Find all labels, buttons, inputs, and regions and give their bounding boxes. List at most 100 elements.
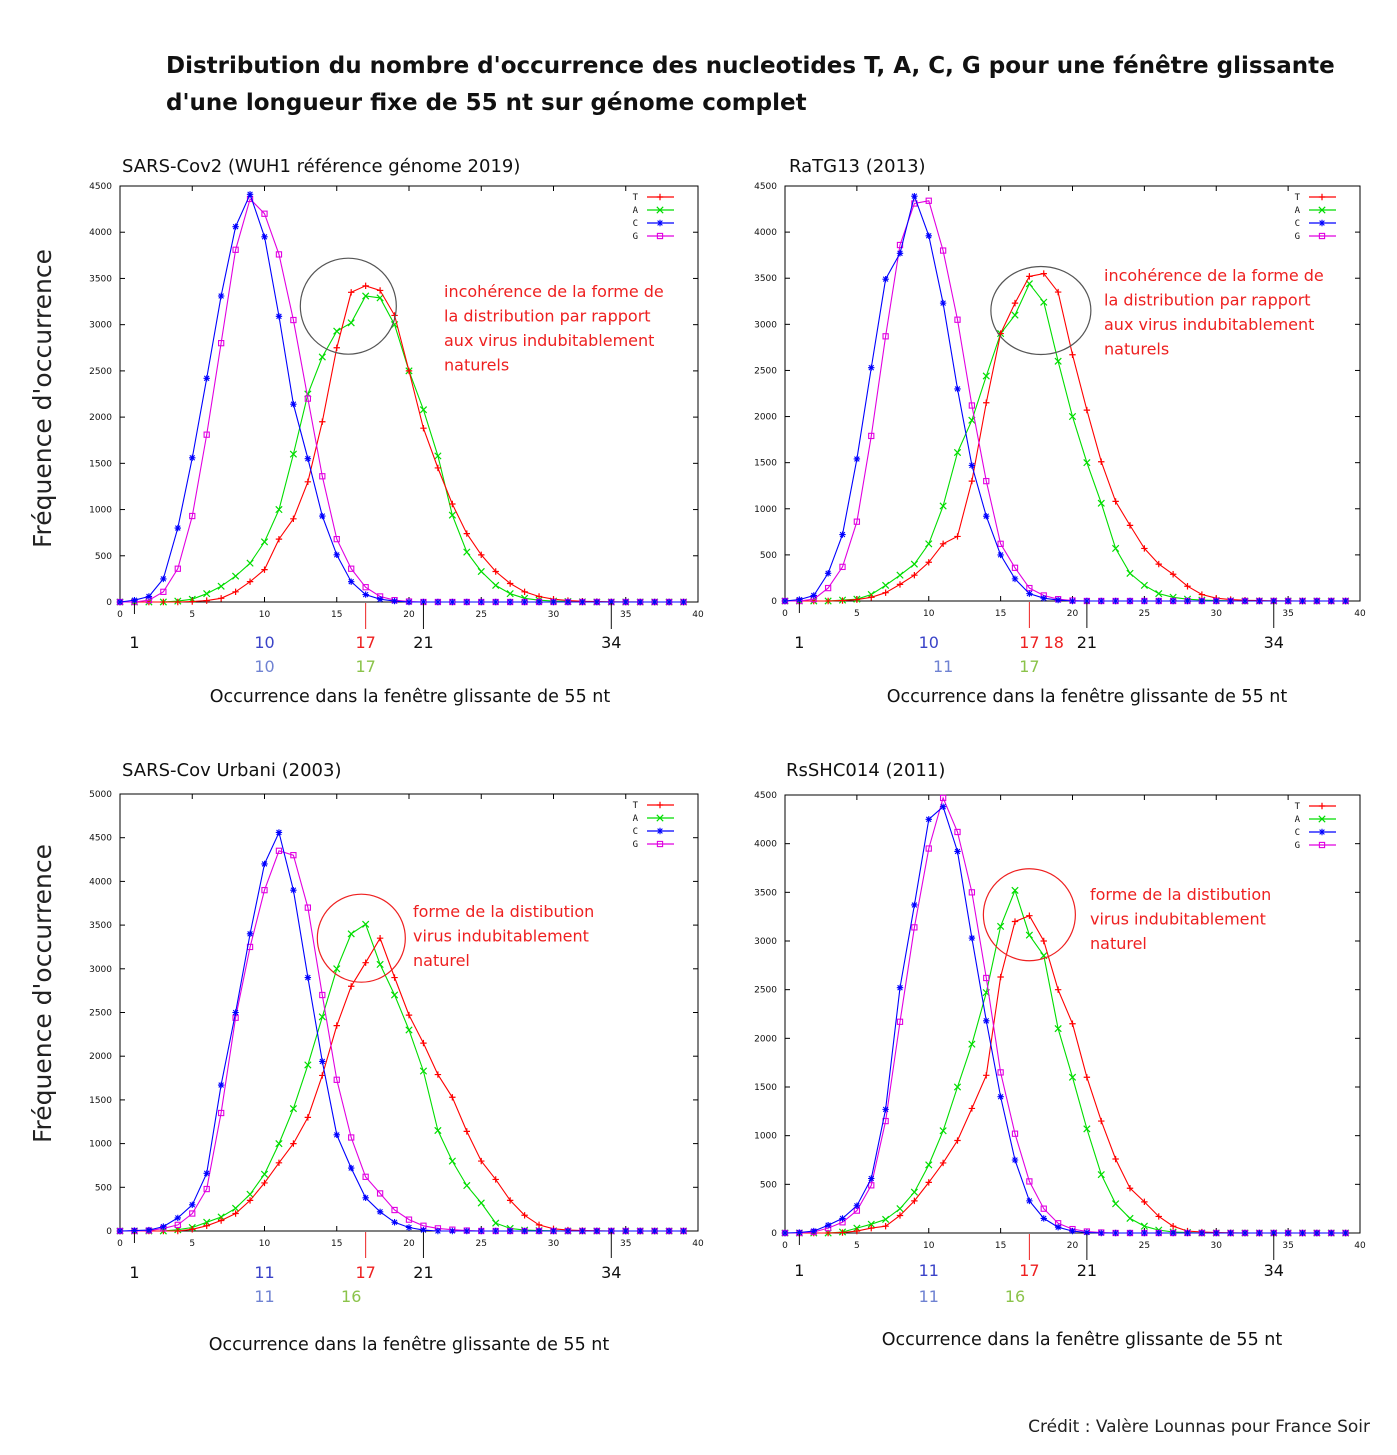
series-point-A: [217, 582, 225, 590]
series-point-G: [939, 794, 947, 802]
series-point-C: [232, 223, 239, 230]
series-point-A: [1040, 298, 1048, 306]
series-point-C: [824, 570, 832, 577]
series-point-A: [419, 406, 428, 414]
y-tick-label: 4000: [754, 228, 777, 238]
series-point-T: [1112, 1155, 1119, 1163]
x-tick-label: 15: [995, 609, 1006, 619]
series-point-C: [174, 524, 181, 532]
series-point-C: [290, 886, 297, 894]
chart-title: SARS-Cov Urbani (2003): [122, 760, 341, 781]
series-point-C: [189, 454, 196, 461]
series-point-C: [434, 1227, 442, 1235]
series-point-T: [1169, 1222, 1177, 1230]
plot-frame: [784, 185, 1361, 602]
series-point-T: [434, 1071, 442, 1078]
series-point-A: [1011, 886, 1019, 895]
series-line-T: [120, 285, 684, 603]
series-point-G: [1040, 1205, 1047, 1212]
annotation-text: incohérence de la forme de la distributio…: [1104, 266, 1324, 359]
series-point-C: [420, 598, 427, 606]
series-point-G: [203, 1185, 210, 1193]
series-point-T: [1126, 1185, 1134, 1192]
series-point-C: [304, 455, 312, 462]
series-point-A: [362, 920, 370, 928]
series-point-G: [997, 1069, 1004, 1076]
series-point-C: [1328, 1229, 1335, 1237]
series-point-C: [275, 313, 283, 320]
chart-title: RsSHC014 (2011): [786, 760, 945, 781]
series-point-T: [1155, 1213, 1162, 1220]
annotation-text: forme de la distibution virus indubitable…: [413, 902, 594, 970]
series-point-G: [853, 518, 861, 525]
legend-marker-A: [656, 206, 664, 214]
value-mark: 21: [1077, 633, 1097, 652]
legend-label-G: G: [1295, 841, 1300, 851]
y-tick-label: 2500: [754, 366, 777, 376]
series-point-C: [810, 592, 817, 599]
series-point-A: [1083, 459, 1091, 467]
series-point-A: [939, 1127, 947, 1135]
value-mark: 10: [254, 633, 274, 652]
series-point-G: [261, 886, 268, 894]
y-tick-label: 500: [95, 552, 112, 562]
annotation-text: forme de la distibution virus indubitable…: [1090, 885, 1271, 953]
series-point-C: [131, 596, 138, 604]
series-point-C: [911, 901, 918, 909]
series-point-A: [231, 1204, 240, 1212]
series-point-A: [419, 1067, 428, 1075]
series-point-G: [189, 512, 196, 520]
legend-marker-A: [656, 814, 664, 822]
series-point-T: [954, 1137, 961, 1144]
value-mark: 21: [1077, 1261, 1097, 1280]
x-tick-label: 30: [1211, 609, 1223, 619]
series-line-G: [785, 200, 1346, 602]
x-tick-label: 5: [189, 1239, 195, 1249]
series-point-C: [983, 1017, 990, 1025]
series-point-T: [535, 593, 543, 600]
y-tick-label: 2500: [89, 1009, 112, 1019]
series-point-A: [1083, 1125, 1091, 1133]
value-mark: 11: [254, 1287, 274, 1306]
x-tick-label: 30: [548, 610, 560, 620]
series-point-T: [868, 1224, 875, 1232]
series-point-C: [217, 1081, 225, 1089]
series-point-C: [651, 598, 658, 606]
series-point-C: [1098, 1229, 1105, 1237]
series-point-C: [348, 578, 355, 585]
value-mark: 21: [413, 1263, 433, 1282]
series-point-A: [939, 502, 947, 510]
legend-marker-T: [1318, 802, 1326, 810]
series-point-T: [1069, 1020, 1076, 1027]
series-point-C: [160, 1223, 167, 1230]
series-point-C: [925, 816, 932, 823]
series-point-C: [665, 1227, 673, 1235]
legend-label-A: A: [633, 814, 639, 824]
series-point-T: [405, 1011, 413, 1019]
series-point-C: [896, 250, 904, 257]
series-point-C: [1213, 1229, 1220, 1237]
series-point-T: [1184, 583, 1191, 590]
series-point-A: [434, 452, 442, 460]
legend-label-C: C: [633, 219, 638, 229]
series-point-C: [1241, 597, 1249, 605]
series-point-C: [925, 232, 932, 239]
series-point-C: [145, 593, 153, 600]
series-point-C: [391, 1219, 398, 1226]
series-point-T: [275, 1159, 283, 1167]
y-tick-label: 3500: [89, 274, 112, 284]
y-tick-label: 0: [106, 598, 112, 608]
series-point-C: [868, 364, 875, 371]
value-mark: 1: [794, 633, 804, 652]
series-point-C: [1227, 597, 1234, 605]
y-tick-label: 4500: [754, 791, 777, 801]
series-point-A: [376, 960, 384, 969]
chart-panel-4: RsSHC014 (2011) 0 500 1000 1500 2000 2500 3000 3…: [754, 760, 1366, 1350]
x-tick-label: 20: [1067, 1241, 1079, 1251]
x-tick-label: 5: [854, 609, 860, 619]
series-point-A: [882, 1215, 890, 1223]
value-mark: 34: [601, 633, 621, 652]
series-point-A: [333, 327, 341, 335]
series-point-T: [1083, 1074, 1091, 1081]
